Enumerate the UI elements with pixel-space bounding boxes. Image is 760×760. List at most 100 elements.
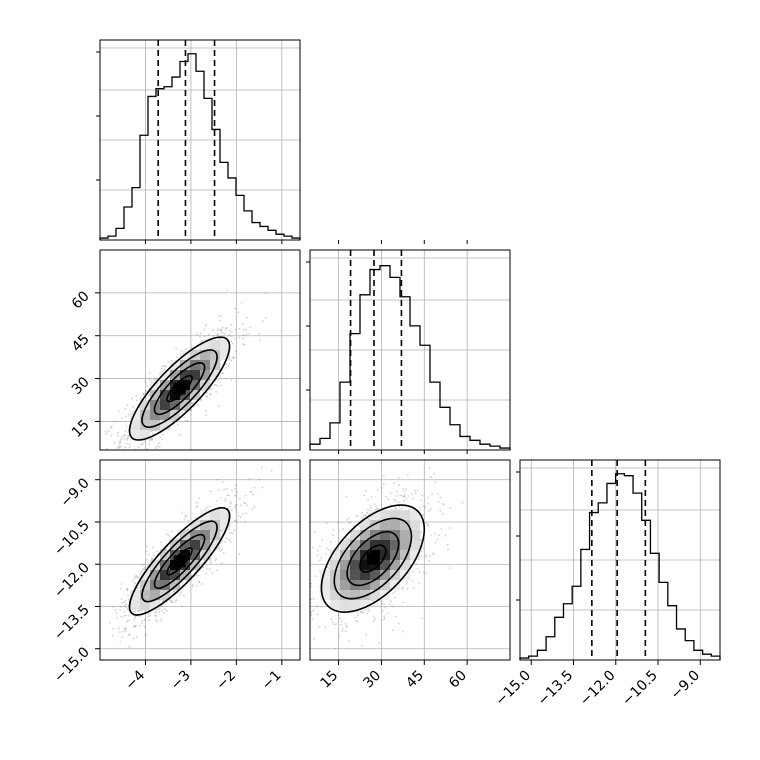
- scatter-point: [155, 619, 158, 622]
- density-cell: [410, 510, 421, 521]
- scatter-point: [363, 514, 366, 517]
- density-cell: [160, 380, 171, 391]
- scatter-point: [439, 496, 442, 499]
- scatter-point: [222, 551, 225, 554]
- scatter-point: [147, 619, 150, 622]
- scatter-point: [258, 339, 261, 341]
- scatter-point: [341, 627, 344, 630]
- density-cell: [370, 590, 381, 601]
- scatter-point: [233, 337, 236, 340]
- scatter-point: [447, 548, 449, 551]
- scatter-point: [106, 463, 108, 465]
- scatter-point: [212, 329, 214, 331]
- scatter-point: [402, 499, 405, 502]
- density-cell: [400, 530, 411, 541]
- density-cell: [380, 540, 391, 551]
- scatter-point: [242, 323, 244, 326]
- scatter-point: [124, 630, 127, 632]
- scatter-point: [142, 393, 145, 395]
- scatter-point: [205, 414, 207, 416]
- scatter-point: [143, 625, 146, 628]
- scatter-point: [329, 540, 332, 543]
- scatter-point: [126, 589, 129, 591]
- scatter-point: [132, 610, 135, 613]
- scatter-point: [167, 361, 170, 364]
- scatter-point: [227, 365, 230, 368]
- scatter-point: [239, 504, 242, 507]
- scatter-point: [127, 614, 130, 617]
- scatter-point: [119, 609, 122, 611]
- scatter-point: [367, 512, 370, 515]
- scatter-point: [331, 621, 334, 624]
- scatter-point: [406, 474, 409, 476]
- scatter-point: [221, 372, 224, 374]
- density-cell: [350, 570, 361, 581]
- scatter-point: [222, 372, 225, 375]
- scatter-point: [107, 462, 109, 464]
- scatter-point: [116, 447, 119, 449]
- density-cell: [190, 520, 201, 531]
- scatter-point: [217, 489, 220, 491]
- scatter-point: [197, 580, 200, 583]
- density-cell: [150, 590, 161, 601]
- scatter-point: [380, 487, 383, 489]
- scatter-point: [126, 587, 128, 590]
- density-cell: [410, 540, 421, 551]
- scatter-point: [118, 446, 120, 449]
- scatter-point: [440, 528, 443, 531]
- density-cell: [370, 510, 381, 521]
- scatter-point: [385, 495, 387, 498]
- density-cell: [170, 400, 181, 411]
- density-cell: [170, 550, 181, 561]
- scatter-point: [164, 465, 166, 467]
- density-cell: [340, 570, 351, 581]
- scatter-point: [136, 587, 139, 590]
- scatter-point: [328, 549, 331, 551]
- scatter-point: [377, 508, 380, 511]
- scatter-point: [348, 537, 350, 540]
- scatter-point: [394, 590, 397, 593]
- scatter-point: [412, 570, 415, 573]
- scatter-point: [335, 623, 337, 626]
- density-cell: [340, 540, 351, 551]
- scatter-point: [424, 506, 427, 509]
- scatter-point: [253, 506, 256, 509]
- scatter-point: [191, 402, 193, 404]
- scatter-point: [324, 553, 327, 556]
- scatter-point: [135, 394, 138, 397]
- scatter-point: [229, 505, 231, 508]
- scatter-point: [128, 446, 131, 449]
- scatter-point: [107, 430, 110, 433]
- scatter-point: [361, 511, 364, 514]
- scatter-point: [394, 596, 396, 599]
- scatter-point: [163, 368, 166, 371]
- y-axis-2: −15.0−13.5−12.0−10.5 −9.0: [51, 475, 100, 686]
- scatter-point: [190, 413, 192, 416]
- scatter-point: [387, 498, 390, 501]
- scatter-point: [235, 491, 238, 494]
- scatter-point: [398, 484, 400, 486]
- scatter-point: [348, 522, 351, 524]
- scatter-point: [133, 577, 136, 580]
- density-cell: [140, 600, 151, 611]
- x-tick-label: −2: [213, 668, 239, 694]
- scatter-point: [402, 601, 405, 604]
- density-cell: [140, 410, 151, 421]
- scatter-point: [181, 605, 183, 608]
- scatter-point: [216, 334, 219, 336]
- scatter-point: [424, 555, 427, 558]
- scatter-point: [141, 619, 144, 622]
- scatter-point: [405, 583, 407, 585]
- density-cell: [150, 560, 161, 571]
- scatter-point: [238, 328, 241, 330]
- scatter-point: [226, 494, 229, 496]
- scatter-point: [137, 610, 140, 613]
- scatter-point: [203, 328, 205, 331]
- scatter-point: [187, 519, 190, 522]
- density-cell: [180, 390, 191, 401]
- scatter-point: [125, 621, 128, 623]
- scatter-point: [233, 494, 236, 497]
- density-cell: [180, 370, 191, 381]
- scatter-point: [123, 610, 126, 613]
- scatter-point: [138, 625, 141, 627]
